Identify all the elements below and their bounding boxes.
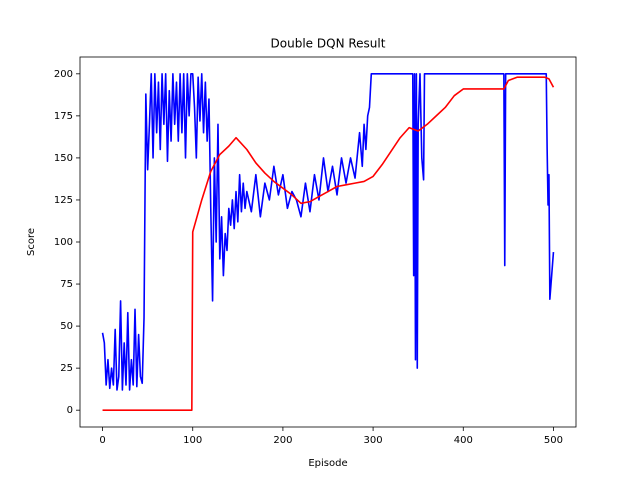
plot-area xyxy=(101,73,555,411)
y-tick-label: 100 xyxy=(54,237,73,248)
y-axis-label: Score xyxy=(26,228,37,256)
series-line xyxy=(101,73,555,391)
x-tick-label: 0 xyxy=(99,435,105,446)
x-tick-label: 300 xyxy=(364,435,383,446)
y-tick-label: 75 xyxy=(60,279,73,290)
x-tick-label: 100 xyxy=(183,435,202,446)
y-tick-label: 150 xyxy=(54,153,73,164)
y-tick-label: 50 xyxy=(60,321,73,332)
x-axis-label: Episode xyxy=(308,458,347,469)
series-line xyxy=(102,76,555,411)
y-tick-label: 125 xyxy=(54,195,73,206)
y-tick-label: 200 xyxy=(54,69,73,80)
chart-title: Double DQN Result xyxy=(271,37,386,51)
y-tick-label: 175 xyxy=(54,111,73,122)
y-tick-label: 0 xyxy=(67,405,73,416)
y-tick-label: 25 xyxy=(60,363,73,374)
x-tick-label: 500 xyxy=(544,435,563,446)
x-tick-label: 400 xyxy=(454,435,473,446)
x-tick-label: 200 xyxy=(273,435,292,446)
